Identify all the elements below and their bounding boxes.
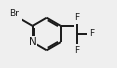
Text: Br: Br: [9, 9, 19, 18]
Text: F: F: [74, 46, 80, 55]
Text: F: F: [89, 30, 94, 38]
Text: F: F: [74, 13, 80, 22]
Text: N: N: [29, 37, 36, 47]
